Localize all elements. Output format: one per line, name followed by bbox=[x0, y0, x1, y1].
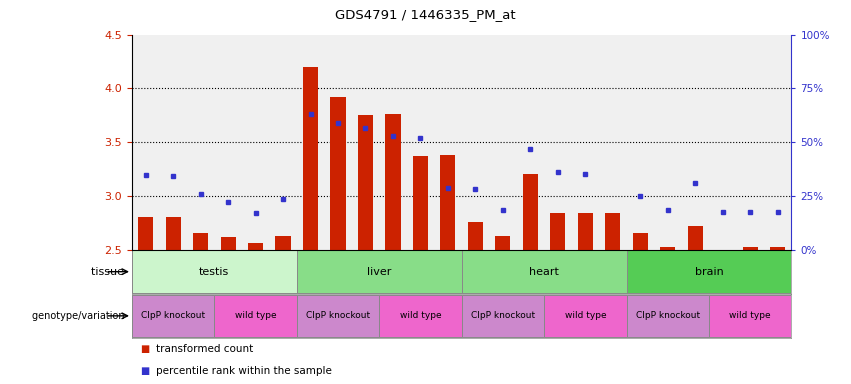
Text: wild type: wild type bbox=[729, 311, 771, 320]
Bar bbox=[138, 217, 153, 250]
Text: wild type: wild type bbox=[564, 311, 606, 320]
Text: wild type: wild type bbox=[235, 311, 277, 320]
Bar bbox=[578, 213, 593, 250]
Bar bbox=[132, 295, 214, 337]
Bar bbox=[544, 295, 626, 337]
Text: ClpP knockout: ClpP knockout bbox=[471, 311, 535, 320]
Bar bbox=[297, 295, 380, 337]
Bar bbox=[276, 236, 290, 250]
Bar bbox=[468, 222, 483, 250]
Bar bbox=[297, 250, 461, 293]
Text: ClpP knockout: ClpP knockout bbox=[306, 311, 370, 320]
Bar bbox=[461, 250, 626, 293]
Text: wild type: wild type bbox=[400, 311, 442, 320]
Bar bbox=[132, 250, 297, 293]
Bar bbox=[303, 67, 318, 250]
Text: testis: testis bbox=[199, 266, 230, 277]
Bar bbox=[626, 295, 709, 337]
Text: ■: ■ bbox=[140, 344, 149, 354]
Text: ■: ■ bbox=[140, 366, 149, 376]
Bar bbox=[193, 233, 208, 250]
Bar bbox=[166, 217, 180, 250]
Bar bbox=[413, 156, 428, 250]
Bar bbox=[358, 115, 373, 250]
Text: ClpP knockout: ClpP knockout bbox=[141, 311, 205, 320]
Bar bbox=[626, 250, 791, 293]
Text: transformed count: transformed count bbox=[156, 344, 253, 354]
Bar bbox=[380, 295, 462, 337]
Bar bbox=[440, 155, 455, 250]
Text: liver: liver bbox=[367, 266, 391, 277]
Text: heart: heart bbox=[529, 266, 559, 277]
Bar bbox=[386, 114, 401, 250]
Bar bbox=[688, 226, 703, 250]
Bar bbox=[770, 247, 785, 250]
Bar bbox=[248, 243, 263, 250]
Text: ClpP knockout: ClpP knockout bbox=[636, 311, 700, 320]
Text: GDS4791 / 1446335_PM_at: GDS4791 / 1446335_PM_at bbox=[335, 8, 516, 21]
Text: brain: brain bbox=[694, 266, 723, 277]
Bar bbox=[743, 247, 757, 250]
Bar bbox=[461, 295, 544, 337]
Bar bbox=[523, 174, 538, 250]
Bar bbox=[605, 213, 620, 250]
Text: percentile rank within the sample: percentile rank within the sample bbox=[156, 366, 332, 376]
Bar bbox=[330, 97, 346, 250]
Bar bbox=[214, 295, 297, 337]
Bar bbox=[660, 247, 676, 250]
Text: tissue: tissue bbox=[91, 266, 128, 277]
Text: genotype/variation: genotype/variation bbox=[31, 311, 128, 321]
Bar bbox=[551, 213, 565, 250]
Bar bbox=[220, 237, 236, 250]
Bar bbox=[633, 233, 648, 250]
Bar bbox=[709, 295, 791, 337]
Bar bbox=[495, 236, 511, 250]
